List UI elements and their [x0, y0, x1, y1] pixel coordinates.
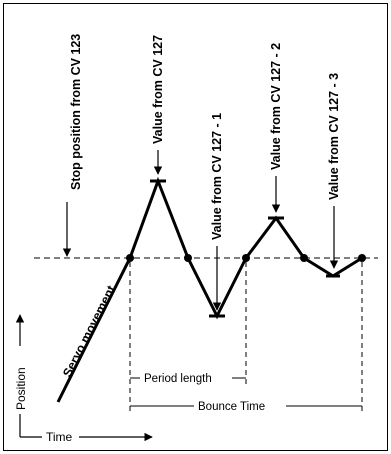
time-axis-label: Time	[46, 430, 73, 444]
value-cv127-1-label: Value from CV 127 - 1	[210, 113, 224, 240]
crossing-dot	[242, 254, 250, 262]
stop-position-label: Stop position from CV 123	[69, 34, 83, 190]
value-cv127-label: Value from CV 127	[151, 35, 165, 144]
bounce-curve	[128, 176, 363, 320]
period-length-label: Period length	[144, 373, 212, 385]
servo-movement-label: Servo movement	[60, 283, 119, 380]
crossing-dot	[126, 254, 134, 262]
value-cv127-3-label: Value from CV 127 - 3	[327, 73, 341, 200]
crossing-dot	[358, 254, 366, 262]
crossing-dot	[184, 254, 192, 262]
servo-movement-ramp	[56, 257, 132, 403]
bounce-time-label: Bounce Time	[198, 401, 265, 413]
value-cv127-2-label: Value from CV 127 - 2	[269, 43, 283, 170]
diagram-frame	[3, 3, 388, 451]
position-axis-label: Position	[14, 367, 28, 410]
crossing-dot	[300, 254, 308, 262]
